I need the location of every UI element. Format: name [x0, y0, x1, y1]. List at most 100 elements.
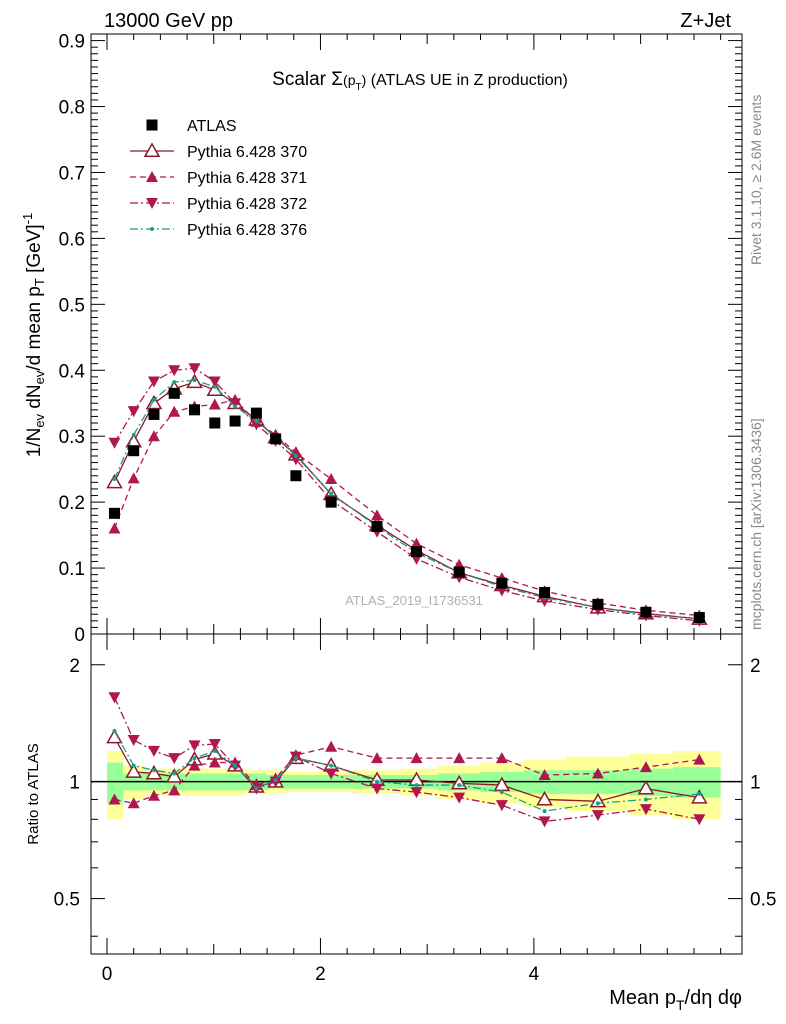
legend-label: Pythia 6.428 370: [187, 144, 307, 161]
ratio-tick-label: 2: [750, 656, 761, 677]
ratio-tick-label: 2: [69, 656, 80, 677]
data-point: [414, 783, 419, 788]
data-point: [639, 761, 652, 773]
data-point: [538, 816, 551, 828]
axes: 0 0.1 0.2 0.3 0.4 0.5 0.6 0.7 0.8 0.9 0 2 4 0.5 0.5 1 1 2…: [54, 32, 777, 985]
data-point: [453, 566, 465, 578]
chart-title: Scalar Σ(pT) (ATLAS UE in Z production): [272, 69, 568, 93]
data-point: [147, 430, 160, 442]
y-tick-label: 0.3: [59, 427, 85, 448]
data-point: [128, 445, 140, 457]
data-point: [254, 786, 259, 791]
legend-label: ATLAS: [187, 118, 237, 135]
data-point: [150, 227, 154, 231]
side-label-rivet: Rivet 3.1.10, ≥ 2.6M events: [748, 95, 764, 265]
data-point: [131, 432, 136, 437]
header-right: Z+Jet: [680, 10, 731, 32]
data-point: [371, 521, 383, 533]
data-point: [229, 398, 242, 410]
data-point: [375, 779, 380, 784]
data-point: [188, 363, 201, 375]
data-point: [410, 752, 423, 764]
data-point: [371, 783, 384, 795]
series-0: [108, 387, 705, 624]
data-point: [453, 792, 466, 804]
ratio-plot-frame: [90, 633, 743, 955]
data-point: [168, 387, 180, 399]
legend-label: Pythia 6.428 371: [187, 170, 307, 187]
x-tick-label: 0: [102, 964, 113, 985]
data-point: [209, 417, 221, 429]
data-point: [151, 397, 156, 402]
data-point: [639, 804, 652, 816]
data-point: [329, 491, 334, 496]
data-point: [208, 398, 221, 410]
data-point: [293, 453, 298, 458]
data-point: [127, 735, 140, 747]
data-point: [206, 381, 224, 397]
data-point: [147, 789, 160, 801]
ratio-tick-label: 0.5: [54, 890, 80, 911]
data-series: [106, 363, 708, 828]
data-point: [457, 783, 462, 788]
y-tick-label: 0.5: [59, 295, 85, 316]
y-axis-label: 1/Nev dNev/d mean pT [GeV]-1: [20, 213, 47, 458]
data-point: [499, 790, 504, 795]
data-point: [168, 784, 181, 796]
series-line: [113, 381, 700, 620]
data-point: [538, 769, 551, 781]
data-point: [188, 740, 201, 752]
data-point: [148, 408, 160, 420]
data-point: [127, 472, 140, 484]
legend-label: Pythia 6.428 376: [187, 222, 307, 239]
data-point: [131, 763, 136, 768]
data-point: [329, 763, 334, 768]
ratio-tick-label: 1: [750, 773, 761, 794]
data-point: [693, 814, 706, 826]
y-tick-label: 0.9: [59, 32, 85, 53]
data-point: [250, 419, 263, 431]
data-point: [595, 801, 600, 806]
data-point: [293, 756, 298, 761]
data-point: [289, 454, 302, 466]
data-point: [146, 119, 158, 131]
data-point: [208, 739, 221, 751]
ratio-y-axis-label: Ratio to ATLAS: [25, 743, 42, 844]
data-point: [147, 745, 160, 757]
data-point: [325, 740, 338, 752]
data-point: [212, 384, 217, 389]
data-point: [208, 756, 221, 768]
data-point: [693, 753, 706, 765]
legend-label: Pythia 6.428 372: [187, 196, 307, 213]
legend: ATLAS Pythia 6.428 370 Pythia 6.428 371 Pyt…: [130, 118, 307, 239]
data-point: [147, 376, 160, 388]
data-point: [172, 771, 177, 776]
data-point: [693, 612, 705, 624]
y-tick-label: 0.1: [59, 559, 85, 580]
data-point: [108, 507, 120, 519]
data-point: [108, 692, 121, 704]
data-point: [143, 142, 161, 157]
data-point: [591, 767, 604, 779]
data-point: [208, 376, 221, 388]
data-point: [112, 477, 117, 482]
inner-band-bin: [107, 762, 124, 804]
x-tick-label: 2: [315, 964, 326, 985]
data-point: [108, 522, 121, 534]
x-tick-label: 4: [529, 964, 540, 985]
data-point: [250, 407, 262, 419]
data-point: [496, 577, 508, 589]
data-point: [536, 790, 553, 806]
x-axis-label: Mean pT/dη dφ: [609, 987, 742, 1013]
data-point: [168, 365, 181, 377]
series-3: [108, 363, 706, 828]
data-point: [637, 780, 655, 795]
ratio-tick-label: 0.5: [750, 890, 776, 911]
data-point: [640, 606, 652, 618]
data-point: [106, 473, 123, 489]
data-point: [229, 415, 241, 427]
data-point: [542, 809, 547, 814]
data-point: [495, 752, 508, 764]
data-point: [127, 406, 140, 418]
data-point: [495, 800, 508, 812]
